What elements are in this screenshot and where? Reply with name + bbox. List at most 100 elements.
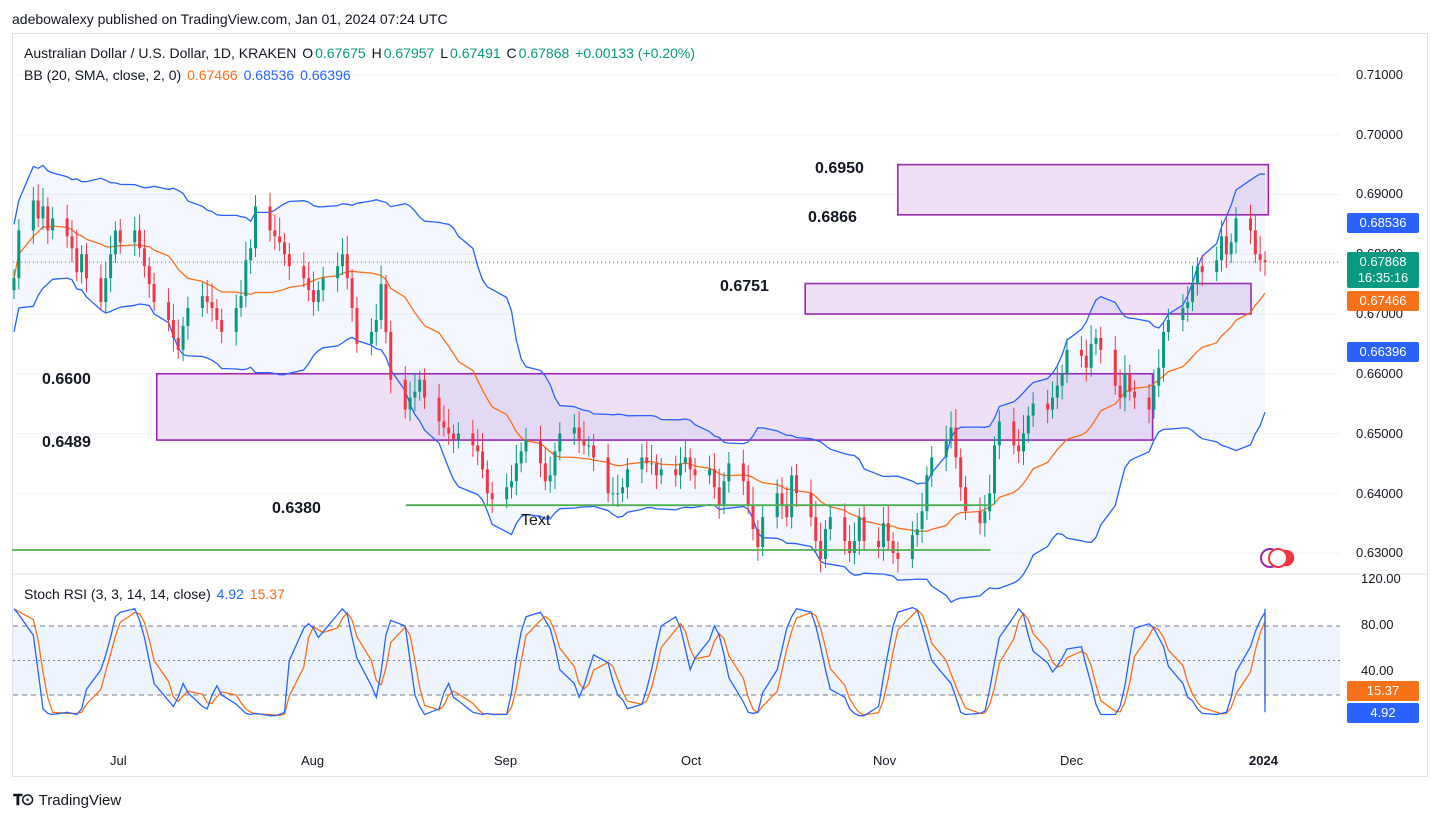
- candle-body: [456, 433, 460, 440]
- candle-body: [1186, 302, 1190, 309]
- candle-body: [167, 302, 171, 320]
- high-label: H: [371, 45, 382, 61]
- candle-body: [1128, 373, 1132, 392]
- candle-body: [920, 511, 924, 530]
- candle-body: [17, 230, 21, 279]
- candle-body: [287, 254, 291, 267]
- candle-body: [181, 325, 185, 350]
- candle-body: [891, 541, 895, 553]
- candle-body: [423, 379, 427, 398]
- candle-body: [31, 200, 35, 231]
- candle-body: [688, 457, 692, 470]
- candle-body: [403, 379, 407, 410]
- stoch-tick-label: 80.00: [1361, 617, 1394, 632]
- candle-body: [993, 445, 997, 494]
- candle-body: [138, 230, 142, 249]
- candle-body: [954, 427, 958, 458]
- candle-body: [1021, 433, 1025, 452]
- candle-body: [1113, 349, 1117, 386]
- candle-body: [674, 469, 678, 476]
- candle-body: [109, 254, 113, 279]
- candle-body: [712, 469, 716, 488]
- candle-body: [852, 541, 856, 553]
- candle-body: [524, 439, 528, 452]
- candle-body: [606, 457, 610, 494]
- candle-body: [485, 469, 489, 494]
- y-tick-label: 0.64000: [1356, 486, 1403, 501]
- candle-body: [780, 493, 784, 506]
- x-tick-label: 2024: [1249, 753, 1278, 768]
- candle-body: [572, 427, 576, 434]
- candle-body: [340, 254, 344, 267]
- candle-body: [205, 296, 209, 303]
- candle-body: [514, 463, 518, 482]
- stoch-tick-label: 120.00: [1361, 571, 1401, 586]
- y-tick-label: 0.63000: [1356, 545, 1403, 560]
- bb-lower-line: [13, 277, 1266, 604]
- level-label-6866[interactable]: 0.6866: [808, 209, 857, 226]
- candle-body: [278, 236, 282, 243]
- tradingview-logo[interactable]: 𝐓☉ TradingView: [13, 792, 121, 809]
- y-tick-label: 0.71000: [1356, 67, 1403, 82]
- candle-body: [1258, 254, 1262, 261]
- level-label-6950[interactable]: 0.6950: [815, 160, 864, 177]
- candle-body: [587, 445, 591, 447]
- candle-body: [12, 278, 16, 291]
- candle-body: [282, 242, 286, 255]
- level-label-6600[interactable]: 0.6600: [42, 371, 91, 388]
- last-price-tag: 0.67868 16:35:16: [1347, 252, 1419, 288]
- candle-body: [210, 302, 214, 309]
- candle-body: [273, 230, 277, 237]
- candle-body: [268, 206, 272, 231]
- candle-body: [548, 475, 552, 482]
- candle-body: [1224, 236, 1228, 255]
- level-label-6751[interactable]: 0.6751: [720, 278, 769, 295]
- candle-body: [1234, 218, 1238, 243]
- bb-basis-line: [13, 225, 1266, 533]
- text-annotation[interactable]: Text: [521, 512, 551, 529]
- candle-body: [1026, 415, 1030, 434]
- candle-body: [949, 427, 953, 440]
- candle-body: [413, 391, 417, 398]
- candle-body: [727, 463, 731, 482]
- candle-body: [1123, 373, 1127, 398]
- level-label-6489[interactable]: 0.6489: [42, 434, 91, 451]
- open-value: 0.67675: [315, 45, 366, 61]
- resistance-zone: [155, 372, 1154, 441]
- level-label-6380[interactable]: 0.6380: [272, 500, 321, 517]
- candle-body: [1046, 403, 1050, 410]
- candle-body: [1089, 343, 1093, 368]
- stoch-legend: Stoch RSI (3, 3, 14, 14, close) 4.92 15.…: [24, 586, 287, 602]
- candle-body: [316, 290, 320, 303]
- candle-body: [147, 266, 151, 285]
- candle-body: [239, 296, 243, 309]
- candle-body: [1215, 260, 1219, 273]
- candle-body: [1157, 367, 1161, 386]
- candle-body: [930, 457, 934, 476]
- candle-body: [1162, 331, 1166, 368]
- candle-body: [510, 481, 514, 488]
- candle-body: [814, 517, 818, 542]
- candle-body: [350, 278, 354, 309]
- candle-body: [877, 541, 881, 548]
- candle-body: [983, 511, 987, 524]
- candle-body: [1200, 266, 1204, 273]
- candle-body: [925, 475, 929, 512]
- candle-body: [46, 206, 50, 231]
- candle-body: [659, 469, 663, 476]
- candle-body: [1099, 337, 1103, 350]
- candle-body: [751, 505, 755, 530]
- candle-body: [785, 505, 789, 518]
- candle-body: [321, 278, 325, 291]
- candle-body: [1249, 218, 1253, 231]
- candle-body: [408, 397, 412, 410]
- candle-body: [476, 445, 480, 452]
- candle-body: [311, 290, 315, 303]
- candle-body: [234, 308, 238, 332]
- candle-body: [862, 517, 866, 542]
- candle-body: [1084, 355, 1088, 368]
- x-tick-label: Aug: [301, 753, 325, 768]
- x-tick-label: Oct: [681, 753, 702, 768]
- y-tick-label: 0.69000: [1356, 186, 1403, 201]
